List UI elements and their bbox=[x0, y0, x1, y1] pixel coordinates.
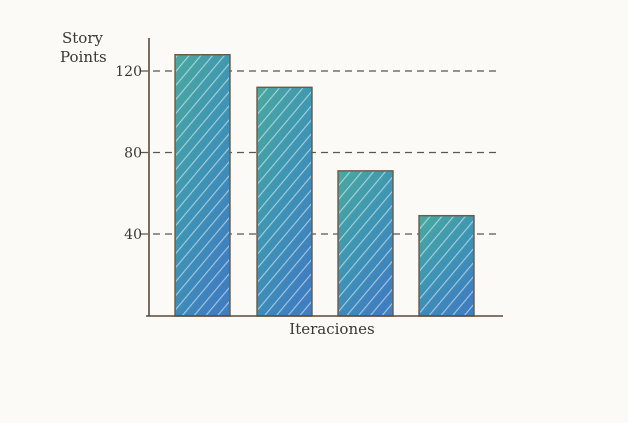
bar-hatching bbox=[258, 88, 311, 315]
bar-hatching bbox=[420, 216, 473, 315]
bar-hatching bbox=[176, 55, 229, 315]
y-tick-label: 40 bbox=[124, 227, 142, 243]
y-axis-label-line-1: Story bbox=[62, 29, 104, 47]
y-ticks: 40 80 120 bbox=[115, 64, 142, 243]
y-axis-label-line-2: Points bbox=[60, 48, 107, 66]
bar-3 bbox=[337, 170, 394, 317]
bar-1 bbox=[174, 54, 231, 317]
y-tick-label: 120 bbox=[115, 64, 142, 80]
bars bbox=[174, 54, 475, 317]
y-tick-label: 80 bbox=[124, 146, 142, 162]
bar-4 bbox=[418, 214, 475, 317]
bar-hatching bbox=[339, 171, 392, 315]
bar-2 bbox=[256, 86, 313, 317]
x-axis-label: Iteraciones bbox=[289, 320, 374, 338]
